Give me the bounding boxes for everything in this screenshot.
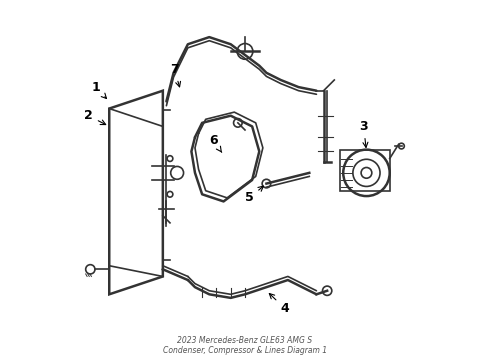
Text: 2: 2 [84, 109, 106, 125]
Text: 3: 3 [359, 120, 368, 148]
Text: 4: 4 [270, 293, 290, 315]
Text: 7: 7 [170, 63, 180, 87]
Text: 5: 5 [245, 186, 263, 204]
Text: 1: 1 [92, 81, 106, 99]
Text: 2023 Mercedes-Benz GLE63 AMG S
Condenser, Compressor & Lines Diagram 1: 2023 Mercedes-Benz GLE63 AMG S Condenser… [163, 336, 327, 355]
Text: 6: 6 [209, 134, 221, 152]
